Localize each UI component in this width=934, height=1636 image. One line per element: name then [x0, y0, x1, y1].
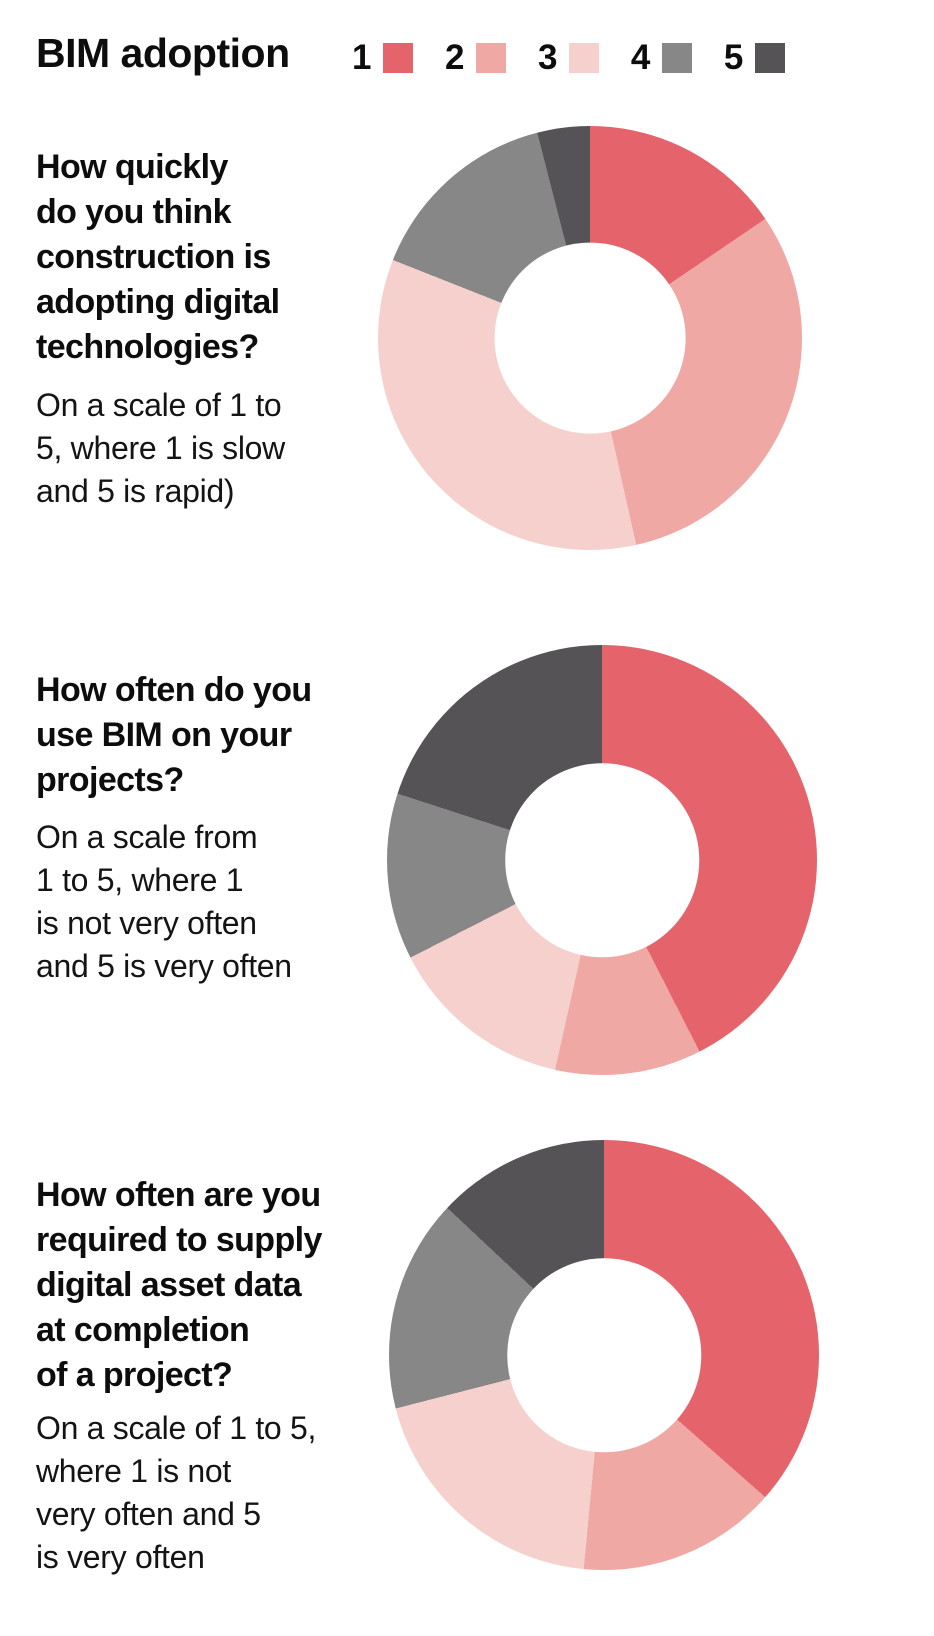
legend-item-5: 5: [724, 38, 785, 78]
legend-item-4: 4: [631, 38, 692, 78]
legend-swatch: [382, 43, 413, 73]
legend-label: 2: [444, 38, 464, 77]
legend-label: 3: [537, 38, 557, 77]
legend-label: 5: [723, 38, 743, 77]
donut-chart-asset-data-supply: [389, 1140, 819, 1570]
question-1-title: How quickly do you think construction is…: [36, 148, 280, 366]
question-3-title: How often are you required to supply dig…: [36, 1176, 322, 1394]
question-2-title: How often do you use BIM on your project…: [36, 671, 312, 799]
page-title: BIM adoption: [36, 30, 290, 76]
chart-legend: 1 2 3 4 5: [352, 36, 817, 80]
donut-hole: [505, 763, 699, 957]
donut-chart-bim-usage: [387, 645, 817, 1075]
legend-item-2: 2: [445, 38, 506, 78]
legend-swatch: [661, 43, 692, 73]
legend-item-1: 1: [352, 38, 413, 78]
question-1-subtitle: On a scale of 1 to 5, where 1 is slow an…: [36, 387, 285, 509]
legend-swatch: [568, 43, 599, 73]
donut-hole: [494, 242, 686, 434]
question-3-subtitle: On a scale of 1 to 5, where 1 is not ver…: [36, 1410, 317, 1575]
legend-label: 1: [352, 38, 371, 77]
donut-chart-adoption-speed: [378, 126, 802, 550]
question-2-subtitle: On a scale from 1 to 5, where 1 is not v…: [36, 819, 292, 984]
donut-hole: [507, 1258, 701, 1452]
legend-swatch: [754, 43, 785, 73]
legend-label: 4: [630, 38, 650, 77]
legend-item-3: 3: [538, 38, 599, 78]
legend-swatch: [475, 43, 506, 73]
